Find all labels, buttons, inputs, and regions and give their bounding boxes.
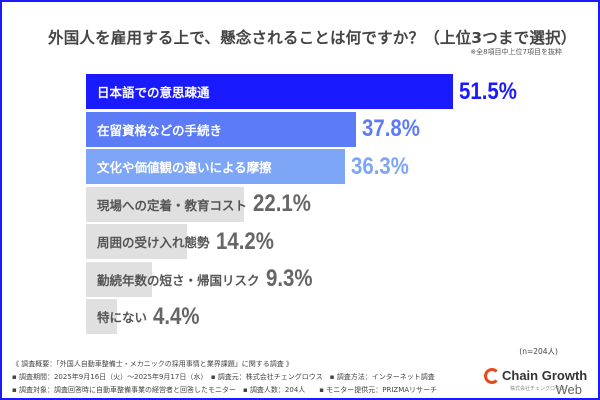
- bar-label: 特にない: [97, 310, 148, 325]
- footer-survey-title: 《 調査概要：「外国人自動車整備士・メカニックの採用事情と業界課題」に関する調査…: [12, 360, 293, 368]
- footer-survey-period: ▪ 調査期間：2025年9月16日（火）～2025年9月17日（水） ▪ 調査元…: [12, 373, 435, 381]
- bar-row: 在留資格などの手続き 37.8%: [86, 111, 527, 147]
- bar: [86, 299, 118, 334]
- sample-size: (n=204人): [519, 347, 558, 356]
- chart-subtitle: ※全8項目中上位7項目を抜粋: [470, 48, 562, 56]
- bar-label: 文化や価値観の違いによる摩擦: [97, 160, 272, 175]
- bar: [86, 74, 454, 109]
- bar-row: 日本語での意思疎通 51.5%: [86, 74, 527, 109]
- bar-value-label: 9.3%: [265, 265, 313, 292]
- bar-value-label: 36.3%: [350, 152, 409, 180]
- bar-value-label: 51.5%: [459, 77, 518, 105]
- bar: [86, 261, 153, 297]
- bar: [86, 224, 188, 259]
- logo-mark-icon: [484, 368, 500, 384]
- bar-row: 文化や価値観の違いによる摩擦 36.3%: [86, 149, 527, 184]
- bar-row: 勤続年数の短さ・帰国リスク 9.3%: [86, 261, 527, 297]
- bar-value-label: 37.8%: [361, 115, 420, 142]
- bar-row: 周囲の受け入れ態勢 14.2%: [86, 224, 527, 259]
- bar-row: 現場への定着・教育コスト 22.1%: [86, 186, 527, 222]
- bar: [86, 111, 356, 147]
- chain-growth-logo: Chain Growth 株式会社チェングロウス Web: [480, 366, 590, 397]
- logo-subtext: 株式会社チェングロウス: [510, 386, 566, 392]
- chart-title: 外国人を雇用する上で、懸念されることは何ですか？（上位3つまで選択）: [48, 29, 577, 47]
- bar-chart: 日本語での意思疎通 51.5% 在留資格などの手続き 37.8% 文化や価値観の違いによ…: [86, 74, 527, 337]
- footer-survey-target: ▪ 調査対象：調査回答時に自動車整備事業の経営者と回答したモニター ▪ 調査人数…: [12, 386, 438, 394]
- logo-text: Chain Growth: [502, 368, 588, 383]
- bar-label: 現場への定着・教育コスト: [97, 197, 248, 213]
- bar-label: 在留資格などの手続き: [97, 122, 223, 138]
- bar-label: 周囲の受け入れ態勢: [97, 235, 210, 250]
- bar: [86, 186, 244, 222]
- bar-value-label: 22.1%: [253, 190, 311, 217]
- bar: [86, 149, 345, 184]
- logo-web: Web: [555, 382, 583, 397]
- bar-value-label: 4.4%: [153, 302, 200, 330]
- bar-value-label: 14.2%: [215, 227, 274, 255]
- bar-label: 勤続年数の短さ・帰国リスク: [97, 272, 260, 288]
- bar-label: 日本語での意思疎通: [97, 85, 210, 100]
- bar-row: 特にない 4.4%: [86, 299, 527, 334]
